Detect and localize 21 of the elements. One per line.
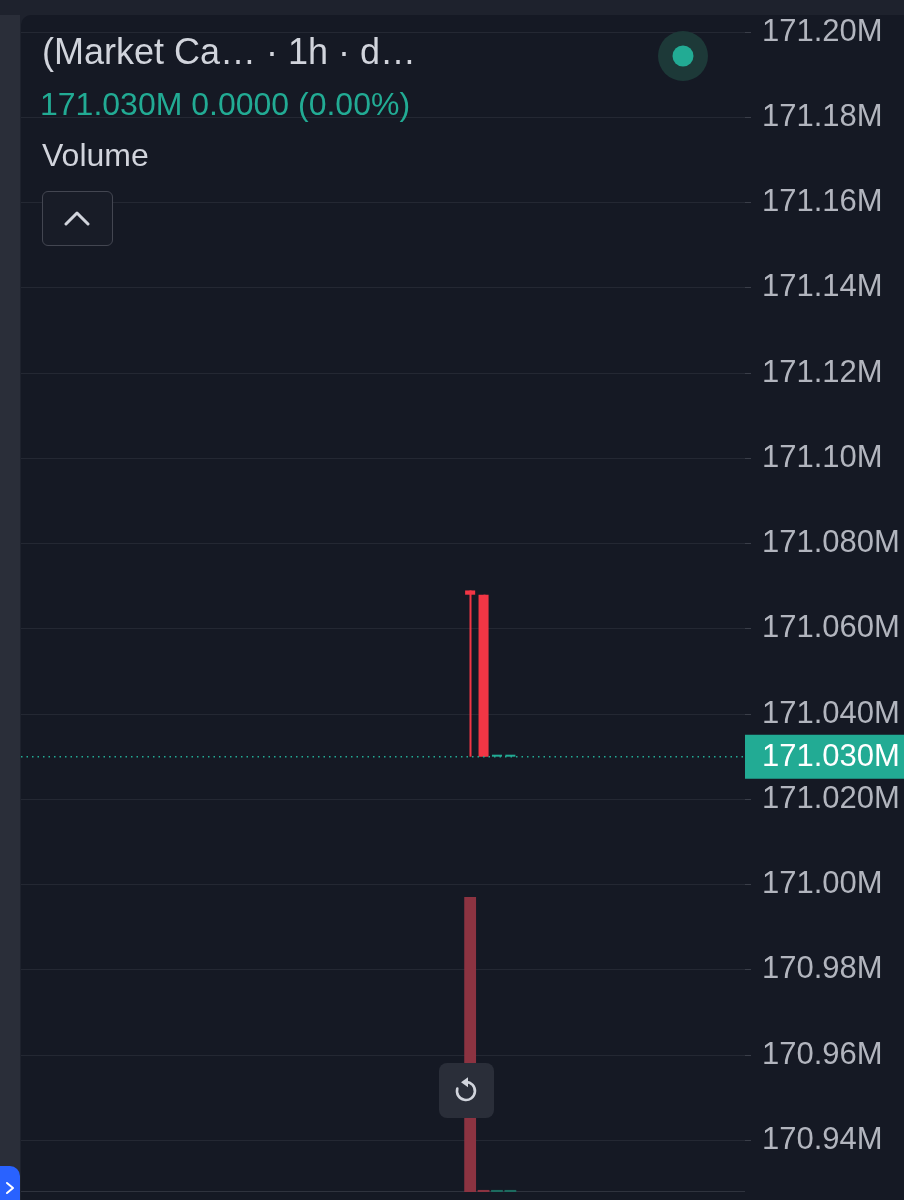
y-tick-label: 171.080M [762, 524, 900, 560]
y-tick-label: 171.10M [762, 438, 883, 474]
y-tick-label: 171.18M [762, 97, 883, 133]
y-tick-label: 171.16M [762, 183, 883, 219]
y-tick-label: 171.020M [762, 779, 900, 815]
text: (Market Ca… · 1h · d… [42, 31, 417, 72]
y-tick-label: 171.060M [762, 609, 900, 645]
text: 171.030M 0.0000 (0.00%) [40, 86, 411, 122]
chart-title: Volume [42, 136, 149, 173]
ref-line-label: 171.030M [762, 738, 900, 774]
y-tick-label: 171.040M [762, 694, 900, 730]
collapse-button[interactable] [42, 191, 113, 246]
expand-tab[interactable] [0, 1166, 20, 1200]
y-tick-label: 171.14M [762, 268, 883, 304]
reset-button[interactable] [439, 1063, 494, 1118]
y-tick-label: 170.98M [762, 950, 883, 986]
y-tick-label: 170.96M [762, 1035, 883, 1071]
y-tick-label: 171.12M [762, 353, 883, 389]
y-tick-label: 171.20M [762, 12, 883, 48]
y-tick-label: 170.94M [762, 1120, 883, 1156]
y-tick-label: 171.00M [762, 865, 883, 901]
